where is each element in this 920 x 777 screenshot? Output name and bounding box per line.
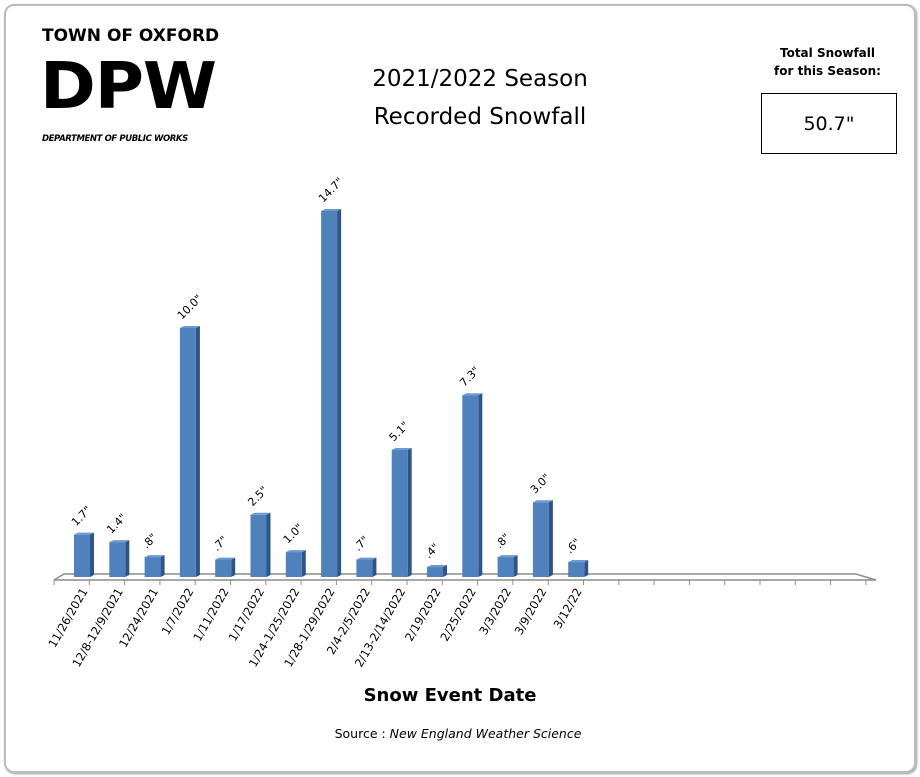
- data-label: 1.7": [69, 504, 94, 529]
- bar: [462, 393, 483, 577]
- total-label-line1: Total Snowfall: [779, 46, 876, 60]
- source-prefix: Source :: [334, 726, 390, 741]
- data-label: 5.1": [387, 419, 412, 444]
- data-label: 10.0": [175, 292, 205, 322]
- category-label: 3/9/2022: [512, 586, 550, 638]
- category-label: 2/25/2022: [437, 586, 479, 644]
- total-snowfall-label: Total Snowfall for this Season:: [760, 44, 895, 80]
- data-label: 2.5": [245, 484, 270, 509]
- category-label: 3/3/2022: [476, 586, 514, 638]
- chart-title-line1: 2021/2022 Season: [372, 66, 588, 92]
- bar: [391, 448, 412, 577]
- bar: [144, 555, 165, 577]
- data-label: .7": [210, 533, 230, 553]
- data-label: 1.4": [104, 511, 129, 536]
- chart-title-line2: Recorded Snowfall: [373, 104, 587, 130]
- total-label-line2: for this Season:: [774, 64, 881, 78]
- data-label: .4": [422, 541, 442, 561]
- source-name: New England Weather Science: [389, 726, 582, 741]
- total-snowfall-value: 50.7": [761, 93, 897, 154]
- bar: [356, 557, 377, 577]
- bar: [74, 532, 94, 577]
- data-label: 7.3": [457, 364, 482, 389]
- x-axis-title: Snow Event Date: [363, 685, 537, 706]
- bar: [215, 557, 236, 577]
- data-label: .8": [493, 531, 513, 551]
- data-label: .7": [351, 533, 371, 553]
- bar: [532, 500, 553, 577]
- dept-name: DEPARTMENT OF PUBLIC WORKS: [42, 134, 188, 144]
- data-label: .6": [563, 536, 583, 556]
- org-name: TOWN OF OXFORD: [42, 26, 220, 46]
- chart-frame: [4, 4, 916, 773]
- data-label: .8": [140, 531, 160, 551]
- source-note: Source : New England Weather Science: [300, 726, 616, 741]
- data-label: 14.7": [316, 175, 346, 205]
- bar: [250, 512, 271, 577]
- bar: [568, 560, 589, 577]
- chart-title: 2021/2022 Season Recorded Snowfall: [330, 60, 630, 136]
- dpw-logo: DPW: [40, 50, 217, 124]
- data-label: 1.0": [281, 521, 306, 546]
- bar: [285, 550, 306, 577]
- bar: [321, 208, 342, 577]
- bar: [427, 565, 447, 577]
- category-label: 1/7/2022: [159, 586, 197, 638]
- bar: [497, 555, 518, 577]
- data-label: 3.0": [528, 471, 553, 496]
- bar: [179, 326, 200, 577]
- bar: [109, 540, 130, 577]
- category-label: 3/12/22: [551, 586, 585, 631]
